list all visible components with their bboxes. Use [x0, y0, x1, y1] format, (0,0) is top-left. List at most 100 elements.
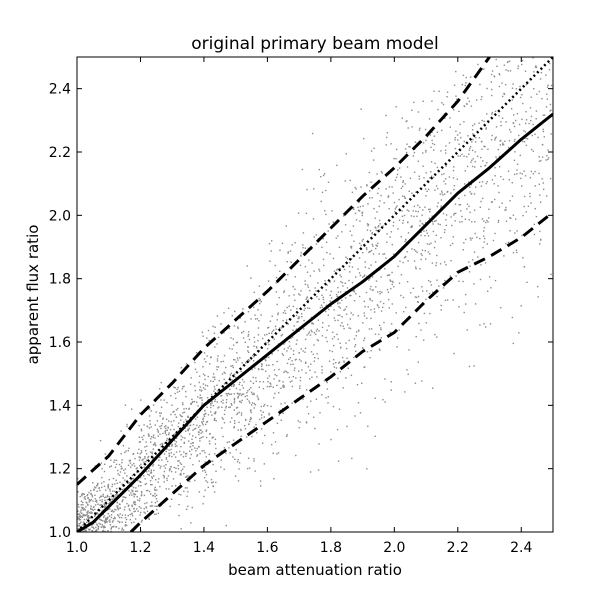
scatter-point — [213, 332, 216, 334]
scatter-point — [295, 343, 298, 345]
scatter-point — [300, 348, 302, 350]
scatter-point — [449, 117, 451, 119]
scatter-point — [189, 457, 191, 459]
scatter-point — [99, 523, 102, 525]
scatter-point — [212, 405, 215, 407]
scatter-point — [401, 215, 404, 218]
scatter-point — [417, 361, 419, 363]
scatter-point — [329, 300, 331, 302]
scatter-point — [357, 315, 359, 317]
scatter-point — [521, 234, 523, 237]
scatter-point — [508, 140, 511, 142]
scatter-point — [204, 451, 206, 454]
scatter-point — [339, 371, 341, 373]
scatter-point — [225, 452, 227, 454]
scatter-point — [192, 464, 194, 466]
scatter-point — [250, 409, 252, 411]
scatter-point — [408, 146, 410, 148]
scatter-point — [143, 461, 145, 463]
scatter-point — [435, 234, 437, 236]
scatter-point — [111, 521, 114, 523]
scatter-point — [339, 267, 341, 270]
scatter-point — [92, 523, 95, 525]
scatter-point — [324, 280, 326, 282]
scatter-point — [101, 499, 103, 501]
scatter-point — [369, 288, 371, 290]
scatter-point — [229, 406, 231, 408]
scatter-point — [314, 427, 316, 430]
scatter-point — [246, 392, 248, 394]
scatter-point — [97, 482, 99, 485]
scatter-point — [481, 148, 483, 150]
scatter-point — [231, 417, 233, 419]
scatter-point — [143, 434, 145, 437]
scatter-point — [435, 262, 438, 264]
scatter-point — [153, 475, 155, 477]
scatter-point — [288, 295, 290, 297]
scatter-point — [198, 491, 201, 493]
scatter-point — [518, 332, 520, 334]
scatter-point — [216, 315, 219, 317]
scatter-point — [232, 439, 235, 441]
scatter-point — [512, 122, 514, 124]
scatter-point — [376, 304, 379, 306]
scatter-point — [245, 436, 248, 438]
scatter-point — [370, 150, 373, 152]
scatter-point — [533, 88, 535, 90]
scatter-point — [236, 392, 239, 394]
scatter-point — [123, 496, 125, 498]
scatter-point — [108, 479, 110, 481]
scatter-point — [100, 504, 102, 506]
scatter-point — [164, 430, 167, 432]
scatter-point — [538, 183, 540, 185]
scatter-point — [336, 164, 338, 167]
scatter-point — [406, 251, 408, 253]
scatter-point — [484, 164, 487, 167]
scatter-point — [298, 330, 300, 332]
scatter-point — [183, 441, 185, 444]
scatter-point — [290, 348, 292, 350]
scatter-point — [158, 464, 160, 466]
scatter-point — [183, 411, 186, 413]
scatter-point — [417, 111, 420, 113]
scatter-point — [257, 327, 260, 329]
scatter-point — [230, 372, 232, 375]
scatter-point — [349, 230, 351, 232]
scatter-point — [374, 333, 377, 335]
scatter-point — [530, 96, 532, 98]
scatter-point — [202, 366, 204, 368]
scatter-point — [424, 128, 427, 131]
scatter-point — [310, 351, 313, 353]
scatter-point — [519, 172, 521, 174]
scatter-point — [383, 321, 385, 324]
scatter-point — [312, 353, 315, 356]
scatter-point — [180, 439, 182, 441]
scatter-point — [320, 304, 323, 306]
scatter-point — [121, 529, 123, 531]
scatter-point — [133, 486, 135, 489]
scatter-point — [297, 212, 300, 214]
scatter-point — [132, 502, 135, 504]
scatter-point — [152, 463, 155, 466]
scatter-point — [505, 121, 507, 123]
scatter-point — [163, 399, 165, 401]
scatter-point — [278, 414, 280, 416]
scatter-point — [189, 446, 191, 448]
scatter-point — [418, 175, 420, 177]
scatter-point — [239, 401, 241, 403]
scatter-point — [510, 131, 512, 133]
scatter-point — [445, 219, 447, 221]
scatter-point — [284, 402, 286, 404]
scatter-point — [133, 493, 135, 495]
scatter-point — [369, 357, 371, 359]
scatter-point — [206, 420, 209, 423]
scatter-point — [195, 450, 197, 452]
scatter-point — [234, 359, 236, 361]
scatter-point — [284, 310, 286, 312]
scatter-point — [547, 157, 550, 159]
scatter-point — [491, 88, 493, 91]
scatter-point — [353, 356, 355, 359]
scatter-point — [331, 210, 333, 212]
scatter-point — [291, 336, 294, 338]
scatter-point — [542, 182, 544, 184]
